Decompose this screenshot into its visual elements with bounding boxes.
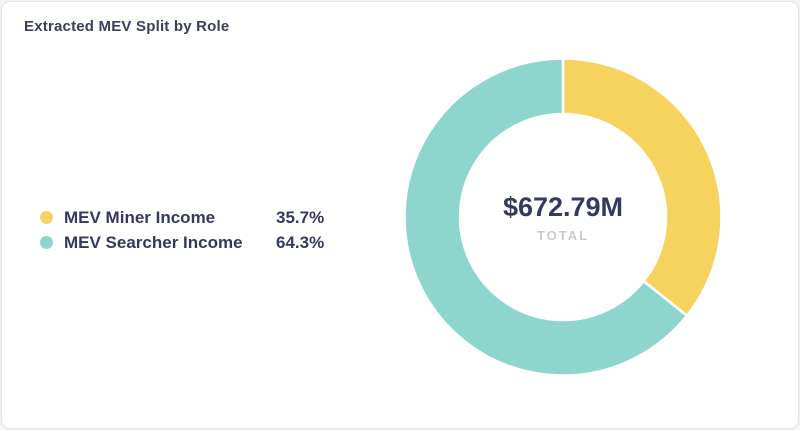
legend-value-miner: 35.7% xyxy=(276,207,325,227)
page-title: Extracted MEV Split by Role xyxy=(24,18,230,35)
legend-label-miner: MEV Miner Income xyxy=(64,207,216,227)
donut-chart-svg xyxy=(403,57,723,377)
legend-label-searcher: MEV Searcher Income xyxy=(64,232,243,252)
legend-dot-searcher xyxy=(40,236,53,249)
donut-segment-mev-searcher-income[interactable] xyxy=(403,57,689,377)
legend-item-mev-searcher-income[interactable]: MEV Searcher Income 64.3% xyxy=(40,230,324,255)
legend-dot-miner xyxy=(40,211,53,224)
donut-segment-mev-miner-income[interactable] xyxy=(561,57,723,317)
chart-legend: MEV Miner Income 35.7% MEV Searcher Inco… xyxy=(40,205,324,255)
legend-value-searcher: 64.3% xyxy=(276,232,325,252)
legend-item-mev-miner-income[interactable]: MEV Miner Income 35.7% xyxy=(40,205,324,230)
donut-chart xyxy=(398,52,728,382)
